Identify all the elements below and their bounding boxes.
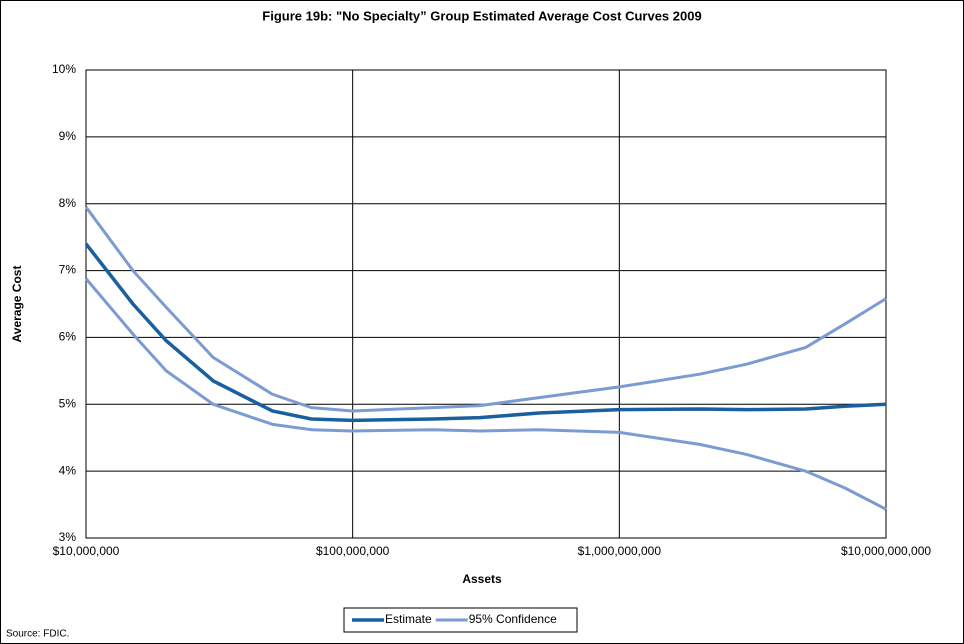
legend-label: 95% Confidence (469, 612, 557, 626)
line (84, 277, 887, 511)
line (84, 206, 887, 413)
x-tick-label: $10,000,000 (53, 544, 120, 558)
y-tick-label: 8% (59, 196, 77, 210)
y-tick-label: 10% (52, 62, 76, 76)
y-tick-label: 5% (59, 396, 77, 410)
x-axis-title: Assets (462, 572, 502, 586)
y-tick-label: 6% (59, 330, 77, 344)
y-axis-title: Average Cost (10, 266, 24, 343)
line (84, 242, 887, 423)
plot-border (85, 69, 887, 539)
y-tick-label: 7% (59, 263, 77, 277)
x-tick-label: $1,000,000,000 (578, 544, 662, 558)
x-tick-label: $10,000,000,000 (841, 544, 931, 558)
y-tick-label: 3% (59, 530, 77, 544)
y-tick-label: 9% (59, 129, 77, 143)
legend-label: Estimate (385, 612, 432, 626)
x-tick-label: $100,000,000 (316, 544, 390, 558)
source: Source: FDIC. (6, 629, 69, 640)
chart-title: Figure 19b: "No Specialty” Group Estimat… (262, 8, 701, 23)
y-tick-label: 4% (59, 463, 77, 477)
